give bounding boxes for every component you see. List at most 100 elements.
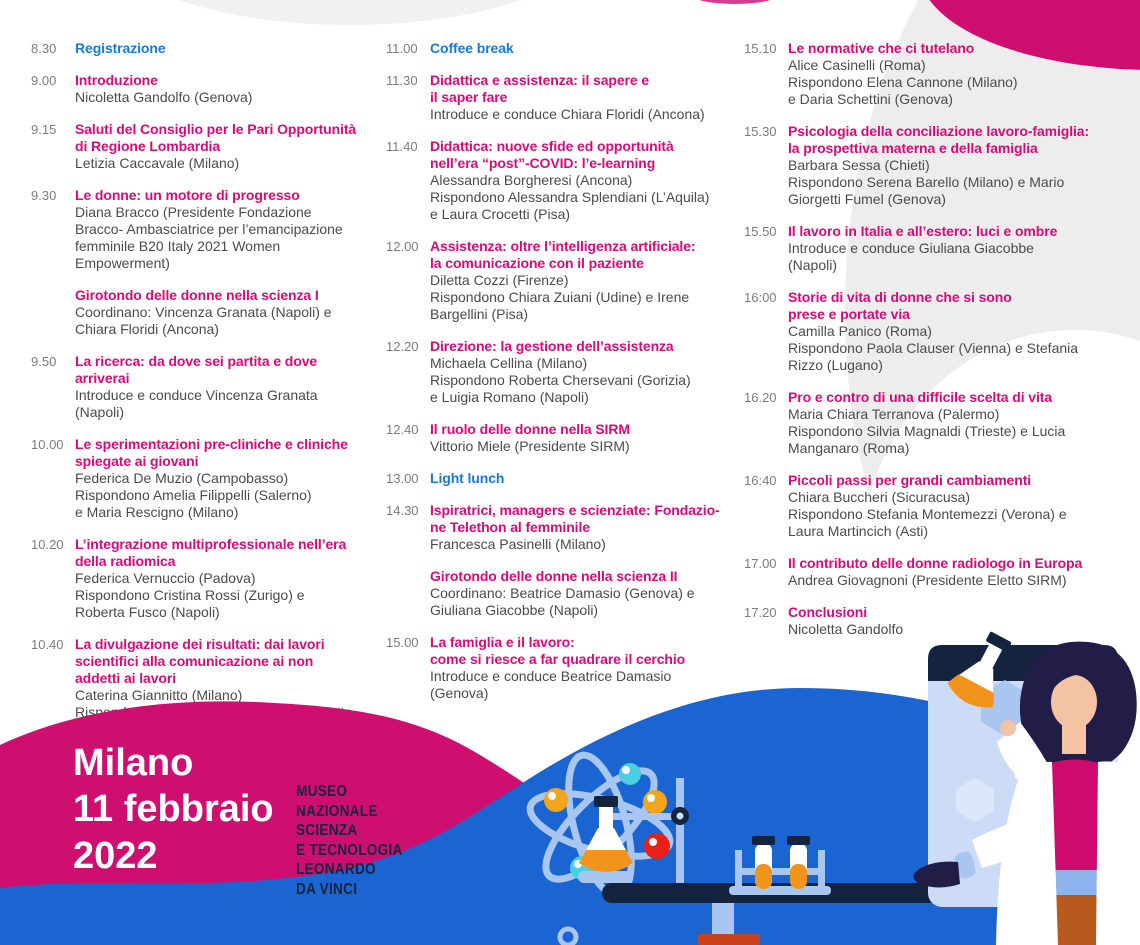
entry-time: 9.15 [31,122,57,137]
hexagon-icon [956,778,994,822]
entry-title: Girotondo delle donne nella scienza I [75,287,319,303]
entry-time: 10.20 [31,537,64,552]
entry-speakers: Andrea Giovagnoni (Presidente Eletto SIR… [788,572,1067,588]
entry-title: Didattica: nuove sfide ed opportunità ne… [430,138,674,171]
schedule-entry: 11.00 Coffee break [386,40,728,57]
entry-speakers: Coordinano: Vincenza Granata (Napoli) e … [75,304,332,337]
flask-icon [579,796,633,872]
entry-title: La famiglia e il lavoro: come si riesce … [430,634,686,667]
entry-time: 9.30 [31,188,57,203]
venue-name: MUSEO NAZIONALE SCIENZA E TECNOLOGIA LEO… [296,783,403,898]
flask-icon [947,631,1012,708]
entry-time: 15.00 [386,635,419,650]
entry-time: 9.50 [31,354,57,369]
schedule-entry: 10.20 L’integrazione multiprofessionale n… [31,536,363,621]
entry-title: Piccoli passi per grandi cambiamenti [788,472,1032,488]
entry-title: Le sperimentazioni pre-cliniche e clinic… [75,436,348,469]
entry-time: 15.50 [744,224,777,239]
footer-artwork [0,631,1140,945]
entry-speakers: Alessandra Borgheresi (Ancona) Rispondon… [430,172,710,222]
schedule-entry: Girotondo delle donne nella scienza II Co… [386,568,728,619]
schedule-entry: 11.40 Didattica: nuove sfide ed opportuni… [386,138,728,223]
schedule-entry: 16:00 Storie di vita di donne che si sono… [744,289,1126,374]
entry-time: 10.40 [31,637,64,652]
entry-time: 12.20 [386,339,419,354]
entry-speakers: Maria Chiara Terranova (Palermo) Rispond… [788,406,1066,456]
entry-speakers: Nicoletta Gandolfo (Genova) [75,89,253,105]
schedule-column-2: 11.00 Coffee break 11.30 Didattica e assist… [386,40,728,717]
entry-speakers: Federica Vernuccio (Padova) Rispondono C… [75,570,305,620]
entry-time: 12.40 [386,422,419,437]
entry-speakers: Letizia Caccavale (Milano) [75,155,240,171]
entry-title: Assistenza: oltre l’intelligenza artific… [430,238,696,271]
entry-title: L’integrazione multiprofessionale nell’e… [75,536,347,569]
flask-stand [578,778,689,883]
entry-time: 11.30 [386,73,418,88]
entry-speakers: Chiara Buccheri (Sicuracusa) Rispondono … [788,489,1067,539]
entry-title: Saluti del Consiglio per le Pari Opportu… [75,121,357,154]
entry-time: 16.20 [744,390,777,405]
schedule-entry: 12.20 Direzione: la gestione dell’assiste… [386,338,728,406]
entry-speakers: Francesca Pasinelli (Milano) [430,536,606,552]
entry-time: 12.00 [386,239,419,254]
test-tubes-icon [729,836,831,895]
entry-title: Il lavoro in Italia e all’estero: luci e… [788,223,1058,239]
gray-blob-top [90,0,610,25]
entry-speakers: Alice Casinelli (Roma) Rispondono Elena … [788,57,1018,107]
entry-speakers: Nicoletta Gandolfo [788,621,904,637]
schedule-entry: 12.00 Assistenza: oltre l’intelligenza ar… [386,238,728,323]
entry-time: 17.20 [744,605,777,620]
entry-speakers: Federica De Muzio (Campobasso) Rispondon… [75,470,312,520]
entry-speakers: Introduce e conduce Vincenza Granata (Na… [75,387,318,420]
schedule-entry: 8.30 Registrazione [31,40,363,57]
entry-speakers: Diletta Cozzi (Firenze) Rispondono Chiar… [430,272,690,322]
schedule-entry: 14.30 Ispiratrici, managers e scienziate:… [386,502,728,553]
entry-speakers: Camilla Panico (Roma) Rispondono Paola C… [788,323,1079,373]
schedule-entry: 15.10 Le normative che ci tutelano Alice C… [744,40,1126,108]
schedule-entry: 10.00 Le sperimentazioni pre-cliniche e c… [31,436,363,521]
entry-speakers: Introduce e conduce Chiara Floridi (Anco… [430,106,705,122]
entry-speakers: Introduce e conduce Giuliana Giacobbe (N… [788,240,1034,273]
entry-title: Direzione: la gestione dell’assistenza [430,338,674,354]
schedule-entry: 9.15 Saluti del Consiglio per le Pari Opp… [31,121,363,172]
scientist-illustration [913,631,1140,945]
entry-title: Light lunch [430,470,505,486]
entry-speakers: Vittorio Miele (Presidente SIRM) [430,438,630,454]
schedule-entry: 16:40 Piccoli passi per grandi cambiament… [744,472,1126,540]
entry-time: 16:00 [744,290,777,305]
schedule-entry: 9.00 Introduzione Nicoletta Gandolfo (Geno… [31,72,363,106]
entry-time: 8.30 [31,41,57,56]
schedule-entry: 9.50 La ricerca: da dove sei partita e do… [31,353,363,421]
event-city-date: Milano 11 febbraio 2022 [73,742,274,877]
ring-icon [557,926,579,945]
entry-title: La ricerca: da dove sei partita e dove a… [75,353,318,386]
schedule-column-3: 15.10 Le normative che ci tutelano Alice C… [744,40,1126,653]
entry-speakers: Diana Bracco (Presidente Fondazione Brac… [75,204,343,271]
schedule-entry: 12.40 Il ruolo delle donne nella SIRM Vitt… [386,421,728,455]
schedule-entry: 15.50 Il lavoro in Italia e all’estero: l… [744,223,1126,274]
entry-title: Didattica e assistenza: il sapere e il s… [430,72,650,105]
schedule-entry: 9.30 Le donne: un motore di progresso Dian… [31,187,363,272]
entry-speakers: Michaela Cellina (Milano) Rispondono Rob… [430,355,691,405]
entry-title: La divulgazione dei risultati: dai lavor… [75,636,325,686]
entry-title: Il ruolo delle donne nella SIRM [430,421,630,437]
entry-title: Introduzione [75,72,158,88]
entry-title: Le donne: un motore di progresso [75,187,300,203]
schedule-entry: 16.20 Pro e contro di una difficile scelt… [744,389,1126,457]
schedule-entry: 15.00 La famiglia e il lavoro: come si ri… [386,634,728,702]
entry-title: Conclusioni [788,604,868,620]
entry-title: Coffee break [430,40,514,56]
entry-title: Ispiratrici, managers e scienziate: Fond… [430,502,720,535]
entry-time: 11.40 [386,139,418,154]
schedule-entry: Girotondo delle donne nella scienza I Coo… [31,287,363,338]
schedule-entry: 11.30 Didattica e assistenza: il sapere e… [386,72,728,123]
entry-time: 16:40 [744,473,777,488]
entry-time: 11.00 [386,41,418,56]
entry-time: 9.00 [31,73,57,88]
entry-speakers: Coordinano: Beatrice Damasio (Genova) e … [430,585,695,618]
entry-time: 13.00 [386,471,419,486]
entry-title: Girotondo delle donne nella scienza II [430,568,678,584]
entry-time: 14.30 [386,503,419,518]
schedule-column-1: 8.30 Registrazione 9.00 Introduzione Nicolet… [31,40,363,753]
